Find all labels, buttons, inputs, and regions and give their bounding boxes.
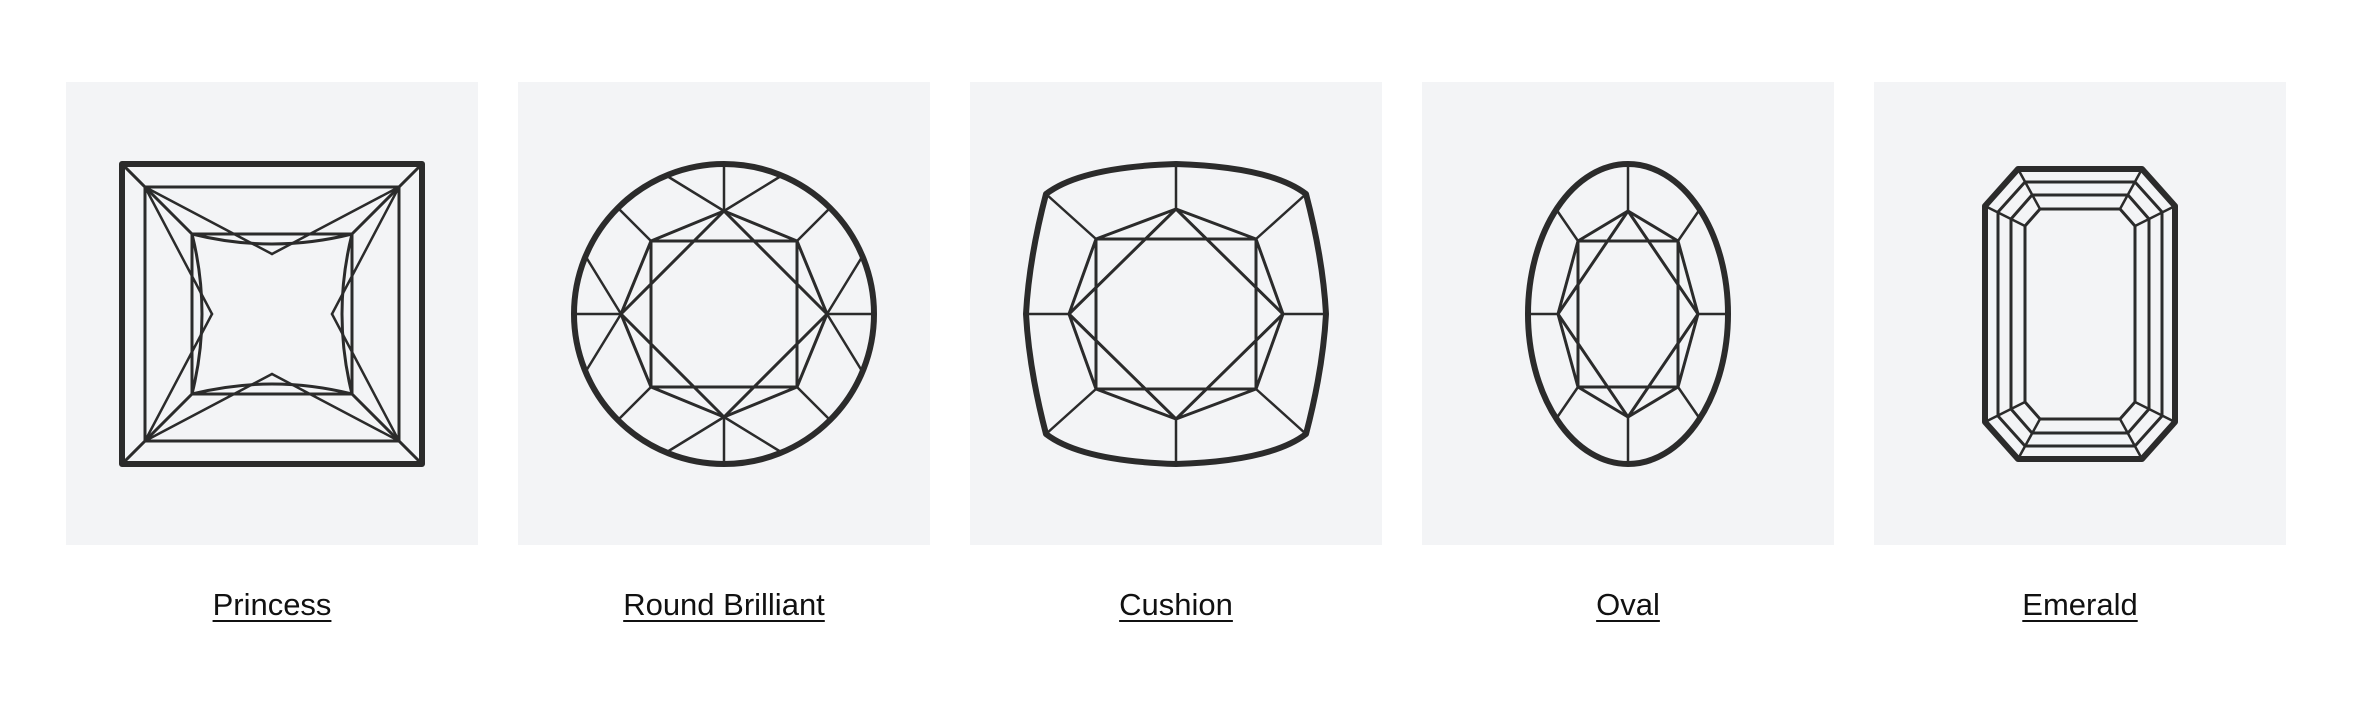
cushion-cut-diamond-icon <box>1023 160 1329 467</box>
round-brilliant-cut-diamond-icon <box>571 160 877 467</box>
oval-cut-diamond-icon <box>1525 160 1731 467</box>
princess-cut-diamond-icon <box>119 160 425 467</box>
shape-card-princess[interactable]: Princess <box>66 82 478 625</box>
shape-card-image <box>518 82 930 545</box>
shape-card-image <box>1874 82 2286 545</box>
shape-card-image <box>970 82 1382 545</box>
shape-label-cushion[interactable]: Cushion <box>1119 587 1233 622</box>
shape-label-princess[interactable]: Princess <box>212 587 332 622</box>
shape-label-oval[interactable]: Oval <box>1596 587 1660 622</box>
shape-card-image <box>66 82 478 545</box>
shape-card-cushion[interactable]: Cushion <box>970 82 1382 625</box>
shape-card-image <box>1422 82 1834 545</box>
shape-card-oval[interactable]: Oval <box>1422 82 1834 625</box>
shape-card-round-brilliant[interactable]: Round Brilliant <box>518 82 930 625</box>
shape-label-emerald[interactable]: Emerald <box>2022 587 2138 622</box>
emerald-cut-diamond-icon <box>1982 165 2178 462</box>
shape-label-round-brilliant[interactable]: Round Brilliant <box>623 587 825 622</box>
shape-card-emerald[interactable]: Emerald <box>1874 82 2286 625</box>
